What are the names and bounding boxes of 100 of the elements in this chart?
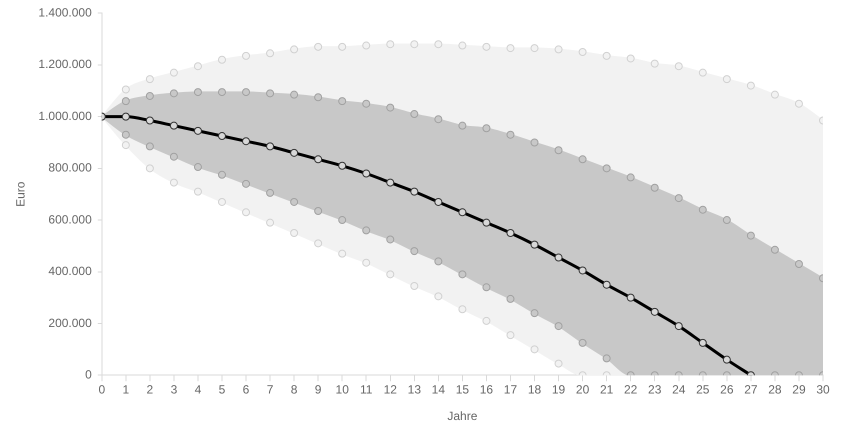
point	[602, 164, 611, 172]
point	[314, 239, 322, 248]
point	[242, 208, 250, 216]
point	[626, 173, 635, 182]
x-tick-label: 5	[218, 382, 226, 397]
point	[554, 322, 563, 330]
point	[410, 110, 418, 118]
point	[146, 142, 154, 150]
point	[122, 97, 130, 106]
x-tick-label: 7	[266, 382, 274, 397]
point	[722, 75, 731, 84]
y-axis-title: Euro	[14, 181, 28, 207]
point	[362, 226, 370, 234]
x-tick-label: 9	[314, 382, 322, 397]
point	[314, 207, 322, 216]
point	[146, 75, 154, 84]
x-tick-label: 24	[672, 382, 686, 397]
point	[770, 246, 779, 254]
x-tick-label: 30	[816, 382, 830, 397]
point	[266, 188, 274, 197]
point	[602, 52, 611, 60]
y-tick-label: 200.000	[48, 316, 92, 330]
point	[554, 360, 563, 368]
y-tick-label: 1.400.000	[38, 6, 92, 20]
point	[410, 40, 418, 48]
point	[242, 52, 250, 60]
point	[530, 309, 539, 318]
point	[314, 42, 322, 51]
x-tick-label: 12	[384, 382, 398, 397]
point	[194, 62, 202, 70]
point	[338, 97, 346, 106]
point	[578, 155, 587, 164]
point	[218, 198, 226, 206]
x-tick-label: 6	[242, 382, 250, 397]
point	[194, 163, 202, 172]
point	[194, 188, 202, 196]
point	[386, 104, 394, 112]
x-tick-label: 26	[720, 382, 734, 397]
x-tick-label: 17	[504, 382, 518, 397]
point	[290, 228, 298, 237]
point	[170, 68, 178, 77]
point	[674, 62, 683, 70]
point	[482, 124, 490, 132]
point	[314, 93, 322, 102]
x-tick-label: 16	[480, 382, 494, 397]
x-tick-label: 23	[648, 382, 662, 397]
point	[266, 89, 274, 98]
point	[362, 42, 370, 50]
point	[458, 270, 466, 278]
point	[338, 250, 346, 258]
point	[554, 146, 563, 154]
point	[386, 235, 394, 244]
point	[482, 42, 490, 51]
point	[362, 258, 370, 267]
x-tick-label: 27	[744, 382, 758, 397]
y-tick-label: 400.000	[48, 264, 92, 278]
point	[434, 292, 442, 300]
point	[794, 100, 803, 108]
point	[650, 184, 659, 192]
point	[506, 331, 514, 340]
x-tick-label: 8	[290, 382, 298, 397]
point	[122, 85, 130, 94]
point	[506, 44, 514, 52]
point	[170, 89, 178, 98]
x-tick-label: 18	[528, 382, 542, 397]
x-tick-label: 3	[170, 382, 178, 397]
point	[482, 283, 490, 292]
x-tick-label: 1	[122, 382, 130, 397]
point	[770, 90, 779, 99]
x-tick-label: 28	[768, 382, 782, 397]
point	[506, 130, 514, 139]
point	[698, 68, 707, 77]
point	[458, 305, 466, 314]
x-tick-label: 0	[98, 382, 106, 397]
point	[170, 152, 178, 161]
x-tick-label: 22	[624, 382, 638, 397]
point	[242, 180, 250, 188]
point	[602, 354, 611, 362]
point	[746, 82, 755, 90]
point	[554, 45, 563, 54]
y-tick-label: 600.000	[48, 212, 92, 226]
x-tick-label: 19	[552, 382, 566, 397]
point	[458, 42, 466, 50]
x-tick-label: 2	[146, 382, 154, 397]
point	[290, 90, 298, 99]
point	[362, 100, 370, 108]
x-axis-title: Jahre	[447, 409, 478, 424]
point	[122, 130, 130, 139]
point	[386, 40, 394, 48]
y-tick-label: 1.200.000	[38, 57, 92, 72]
point	[530, 138, 539, 146]
point	[578, 48, 587, 56]
x-tick-label: 13	[408, 382, 422, 397]
y-tick-label: 0	[85, 368, 92, 382]
x-tick-label: 25	[696, 382, 710, 397]
point	[290, 45, 298, 54]
point	[794, 260, 803, 268]
point	[434, 257, 442, 266]
point	[290, 198, 298, 206]
point	[122, 141, 130, 150]
